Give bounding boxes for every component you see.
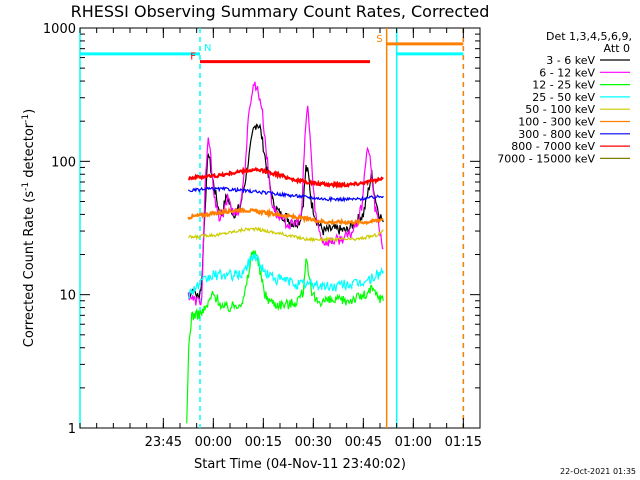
flag-markers: NF S bbox=[80, 34, 464, 64]
x-tick-label: 23:45 bbox=[145, 435, 182, 450]
y-label-sup1: -1 bbox=[21, 182, 31, 191]
y-label-sup2: -1 bbox=[21, 114, 31, 123]
x-tick-label: 00:45 bbox=[345, 435, 382, 450]
x-tick-label: 01:00 bbox=[395, 435, 432, 450]
legend-label: 7000 - 15000 keV bbox=[497, 152, 595, 165]
legend-label: 800 - 7000 keV bbox=[511, 140, 595, 153]
series-line bbox=[186, 250, 384, 424]
y-tick-label: 1000 bbox=[43, 22, 76, 37]
x-axis-label: Start Time (04-Nov-11 23:40:02) bbox=[194, 457, 406, 472]
series-line bbox=[187, 81, 384, 306]
legend-label: 50 - 100 keV bbox=[525, 103, 595, 116]
y-axis-label: Corrected Count Rate (s-1 detector-1) bbox=[21, 109, 37, 347]
y-label-end: ) bbox=[22, 109, 37, 114]
y-tick-label: 10 bbox=[59, 289, 76, 304]
legend-label: 25 - 50 keV bbox=[532, 91, 595, 104]
x-tick-label: 00:30 bbox=[295, 435, 332, 450]
y-label-mid: detector bbox=[22, 122, 37, 182]
series-line bbox=[188, 253, 384, 299]
footer-timestamp: 22-Oct-2021 01:35 bbox=[560, 467, 636, 476]
chart-title: RHESSI Observing Summary Count Rates, Co… bbox=[71, 2, 490, 21]
y-tick-label: 100 bbox=[51, 155, 76, 170]
legend-label: 100 - 300 keV bbox=[518, 116, 595, 129]
flag-label: F bbox=[190, 52, 196, 63]
plot-area: NF S bbox=[79, 27, 481, 429]
series-line bbox=[187, 207, 384, 227]
series-line bbox=[187, 226, 384, 244]
series-layer bbox=[186, 81, 384, 424]
series-line bbox=[188, 166, 384, 190]
flag-label: S bbox=[376, 34, 382, 45]
x-tick-label: 00:00 bbox=[195, 435, 232, 450]
legend-label: 300 - 800 keV bbox=[518, 128, 595, 141]
y-tick-label: 1 bbox=[68, 422, 76, 437]
series-line bbox=[187, 186, 384, 203]
flag-label: N bbox=[204, 43, 211, 54]
y-label-main: Corrected Count Rate (s bbox=[22, 191, 37, 348]
vertical-markers bbox=[79, 28, 465, 428]
y-axis: 1 10 100 1000 bbox=[43, 22, 480, 437]
x-axis: 23:45 00:00 00:15 00:30 00:45 01:00 01:15 bbox=[79, 28, 482, 450]
legend-label: 6 - 12 keV bbox=[539, 66, 595, 79]
x-tick-label: 01:15 bbox=[445, 435, 482, 450]
x-tick-label: 00:15 bbox=[245, 435, 282, 450]
legend-label: 12 - 25 keV bbox=[532, 79, 595, 92]
legend-header-attenuator: Att 0 bbox=[604, 42, 630, 55]
legend-label: 3 - 6 keV bbox=[546, 54, 595, 67]
legend-header-detectors: Det 1,3,4,5,6,9, bbox=[546, 30, 632, 43]
plot-frame bbox=[79, 27, 481, 429]
